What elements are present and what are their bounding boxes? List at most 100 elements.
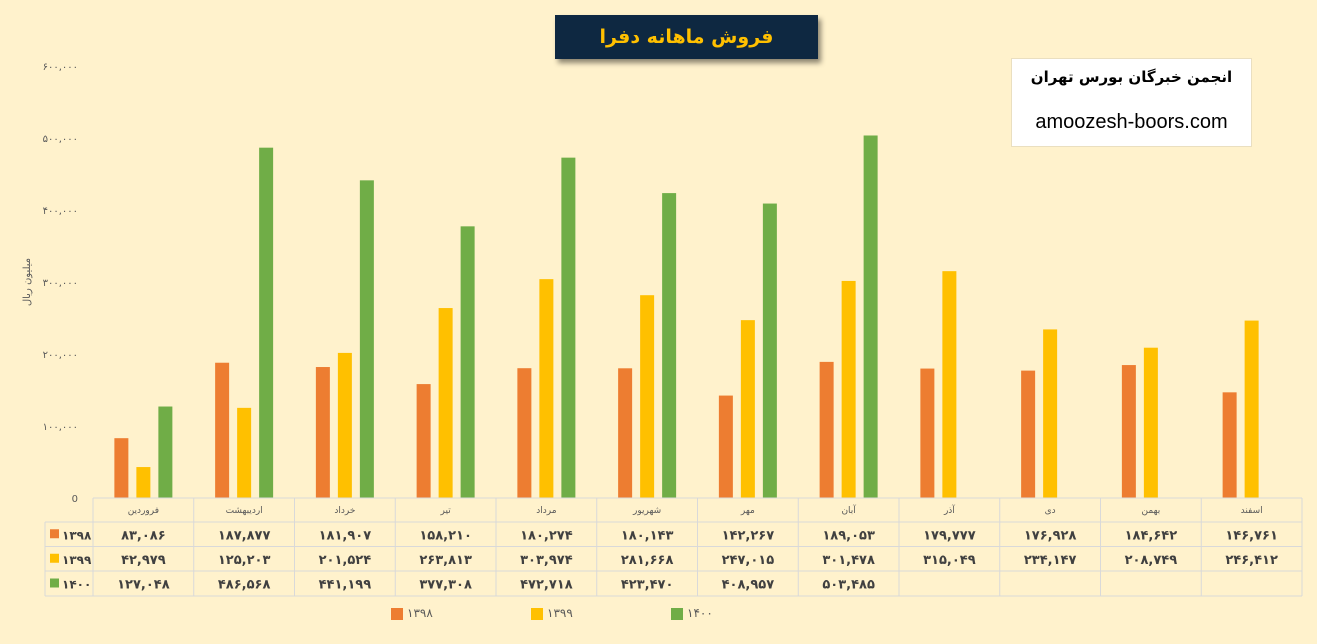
bar-۱۴۰۰-مرداد <box>561 157 576 498</box>
data-label: ۱۸۹,۰۵۳ <box>822 528 875 543</box>
data-label: ۲۴۷,۰۱۵ <box>722 553 775 568</box>
table-series-name: ۱۳۹۹ <box>62 553 92 567</box>
bar-۱۳۹۹-مهر <box>740 320 755 498</box>
data-label: ۱۴۲,۲۶۷ <box>722 528 775 543</box>
bar-۱۳۹۹-شهریور <box>640 295 655 498</box>
bar-۱۳۹۹-دی <box>1043 329 1058 498</box>
data-label: ۱۴۶,۷۶۱ <box>1225 528 1278 543</box>
y-tick-label: ۲۰۰,۰۰۰ <box>43 350 78 361</box>
data-label: ۳۷۷,۳۰۸ <box>419 578 472 593</box>
bar-۱۳۹۸-دی <box>1021 370 1036 498</box>
category-label: دی <box>1045 506 1056 516</box>
data-label: ۲۴۶,۴۱۲ <box>1225 553 1278 568</box>
bar-۱۴۰۰-مهر <box>762 203 777 498</box>
data-label: ۱۵۸,۲۱۰ <box>419 528 472 543</box>
data-label: ۱۷۹,۷۷۷ <box>923 528 976 543</box>
bar-۱۳۹۹-اردیبهشت <box>237 407 252 498</box>
bar-۱۳۹۹-آبان <box>841 280 856 498</box>
data-label: ۳۱۵,۰۴۹ <box>923 553 976 568</box>
table-legend-key-۱۳۹۹ <box>50 553 59 563</box>
data-label: ۲۸۱,۶۶۸ <box>621 553 674 568</box>
bar-۱۳۹۸-فروردین <box>114 438 129 498</box>
data-label: ۳۰۱,۴۷۸ <box>822 553 875 568</box>
bar-۱۳۹۸-آبان <box>819 361 834 498</box>
bar-۱۴۰۰-تیر <box>460 226 475 498</box>
data-label: ۴۲,۹۷۹ <box>121 553 166 568</box>
bar-۱۳۹۸-خرداد <box>315 367 330 498</box>
legend-key-۱۳۹۸ <box>391 608 403 620</box>
bar-۱۳۹۹-مرداد <box>539 279 554 498</box>
y-axis-label: میلیون ریال <box>22 258 33 306</box>
data-label: ۳۰۳,۹۷۴ <box>520 553 573 568</box>
category-label: شهریور <box>632 506 661 516</box>
y-tick-label: ۴۰۰,۰۰۰ <box>43 206 78 217</box>
data-label: ۱۸۱,۹۰۷ <box>319 528 372 543</box>
bar-۱۳۹۹-آذر <box>942 271 957 498</box>
data-label: ۲۰۱,۵۲۴ <box>319 553 372 568</box>
brand-name: انجمن خبرگان بورس تهران <box>1030 68 1233 86</box>
y-tick-label: 0 <box>72 494 78 505</box>
table-legend-key-۱۴۰۰ <box>50 578 59 588</box>
brand-url[interactable]: amoozesh-boors.com <box>1035 111 1228 133</box>
bar-۱۳۹۸-اردیبهشت <box>215 362 230 498</box>
legend-label: ۱۳۹۸ <box>407 606 433 620</box>
table-series-name: ۱۴۰۰ <box>62 578 91 592</box>
bar-۱۳۹۸-مهر <box>718 395 733 498</box>
data-label: ۱۸۰,۱۴۳ <box>621 528 674 543</box>
bar-۱۴۰۰-اردیبهشت <box>259 147 274 499</box>
data-label: ۱۲۵,۲۰۳ <box>218 553 271 568</box>
bar-۱۳۹۸-آذر <box>920 368 935 498</box>
legend-key-۱۴۰۰ <box>671 608 683 620</box>
data-label: ۱۲۷,۰۴۸ <box>117 578 170 593</box>
bar-۱۴۰۰-خرداد <box>359 180 374 498</box>
data-label: ۴۰۸,۹۵۷ <box>722 578 775 593</box>
bar-۱۴۰۰-فروردین <box>158 406 173 498</box>
table-series-name: ۱۳۹۸ <box>62 528 92 542</box>
chart-title: فروش ماهانه دفرا <box>555 15 818 59</box>
bar-۱۳۹۸-تیر <box>416 384 431 498</box>
bar-۱۳۹۸-مرداد <box>517 368 532 498</box>
category-label: آذر <box>943 504 955 516</box>
category-label: آبان <box>841 504 856 516</box>
legend-label: ۱۴۰۰ <box>687 606 713 620</box>
data-label: ۲۳۴,۱۴۷ <box>1024 553 1077 568</box>
bar-۱۳۹۹-تیر <box>438 308 453 498</box>
y-tick-label: ۳۰۰,۰۰۰ <box>43 278 78 289</box>
data-label: ۲۶۳,۸۱۳ <box>419 553 472 568</box>
bar-۱۳۹۸-اسفند <box>1222 392 1237 498</box>
data-label: ۱۸۷,۸۷۷ <box>218 528 271 543</box>
bar-۱۴۰۰-شهریور <box>662 193 677 498</box>
category-label: تیر <box>440 506 452 516</box>
data-label: ۴۸۶,۵۶۸ <box>218 578 271 593</box>
bar-۱۳۹۹-فروردین <box>136 467 151 498</box>
data-label: ۸۳,۰۸۶ <box>121 528 166 543</box>
data-label: ۵۰۳,۴۸۵ <box>822 578 875 593</box>
bar-۱۳۹۹-بهمن <box>1143 347 1158 498</box>
bar-۱۳۹۸-شهریور <box>618 368 633 498</box>
brand-box: انجمن خبرگان بورس تهران amoozesh-boors.c… <box>1011 58 1252 147</box>
legend-key-۱۳۹۹ <box>531 608 543 620</box>
category-label: مهر <box>740 506 755 516</box>
legend-label: ۱۳۹۹ <box>547 606 573 620</box>
data-label: ۲۰۸,۷۴۹ <box>1125 553 1178 568</box>
bar-۱۳۹۹-خرداد <box>337 352 352 498</box>
data-label: ۴۷۲,۷۱۸ <box>520 578 573 593</box>
data-label: ۱۷۶,۹۲۸ <box>1024 528 1077 543</box>
category-label: اسفند <box>1241 506 1263 516</box>
data-label: ۴۴۱,۱۹۹ <box>319 578 372 593</box>
data-label: ۱۸۴,۶۴۲ <box>1125 528 1178 543</box>
category-label: مرداد <box>536 506 556 516</box>
table-legend-key-۱۳۹۸ <box>50 529 59 539</box>
bar-۱۴۰۰-آبان <box>863 135 878 499</box>
bar-۱۳۹۸-بهمن <box>1121 365 1136 498</box>
category-label: فروردین <box>128 506 159 516</box>
category-label: اردیبهشت <box>226 506 263 516</box>
data-label: ۴۲۳,۴۷۰ <box>621 578 674 593</box>
category-label: خرداد <box>334 506 355 516</box>
y-tick-label: ۶۰۰,۰۰۰ <box>43 62 78 73</box>
y-tick-label: ۱۰۰,۰۰۰ <box>43 422 78 433</box>
bar-۱۳۹۹-اسفند <box>1244 320 1259 498</box>
y-tick-label: ۵۰۰,۰۰۰ <box>43 134 78 145</box>
data-label: ۱۸۰,۲۷۴ <box>520 528 573 543</box>
